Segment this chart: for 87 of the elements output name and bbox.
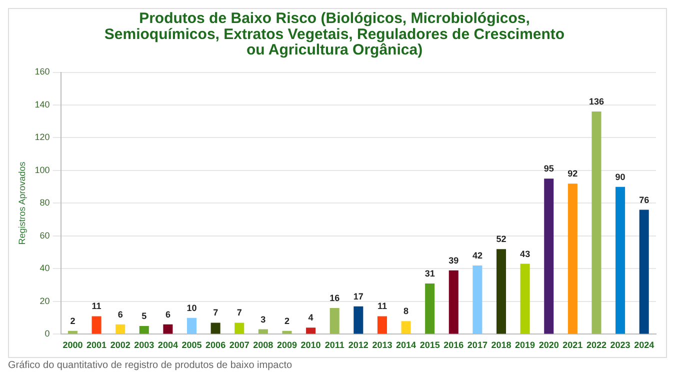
bar <box>401 321 411 334</box>
bar <box>616 186 626 334</box>
bar <box>282 330 292 334</box>
y-tick-label: 0 <box>44 328 50 339</box>
x-tick-label: 2016 <box>444 340 464 350</box>
x-tick-label: 2020 <box>538 340 559 350</box>
data-label: 31 <box>424 268 435 278</box>
data-label: 8 <box>404 306 409 316</box>
bar <box>330 308 340 334</box>
x-tick-label: 2021 <box>562 340 583 350</box>
x-tick-label: 2014 <box>396 340 416 350</box>
x-tick-label: 2012 <box>348 340 368 350</box>
data-label: 6 <box>118 309 123 320</box>
x-tick-label: 2008 <box>253 340 274 350</box>
bar <box>210 322 220 334</box>
data-label: 2 <box>284 316 290 326</box>
x-tick-label: 2002 <box>110 340 130 350</box>
data-label: 2 <box>70 316 76 326</box>
data-label: 42 <box>472 250 482 260</box>
x-tick-label: 2007 <box>229 340 250 350</box>
y-tick-label: 20 <box>40 296 50 306</box>
data-label: 7 <box>236 308 242 318</box>
x-tick-label: 2011 <box>324 340 344 350</box>
y-tick-label: 160 <box>34 66 50 77</box>
bar <box>592 112 602 334</box>
x-tick-label: 2015 <box>420 340 440 350</box>
data-label: 3 <box>260 314 266 324</box>
data-label: 10 <box>186 302 197 313</box>
x-tick-label: 2018 <box>491 340 512 350</box>
data-label: 5 <box>142 311 147 321</box>
bar <box>68 330 78 334</box>
data-label: 52 <box>496 234 506 244</box>
bar <box>234 322 244 334</box>
y-tick-label: 100 <box>34 164 50 175</box>
bar <box>425 283 435 334</box>
bar <box>472 265 482 334</box>
x-tick-label: 2009 <box>276 340 297 350</box>
x-tick-label: 2022 <box>586 340 606 350</box>
y-tick-label: 60 <box>40 230 50 240</box>
data-label: 11 <box>377 301 387 312</box>
x-tick-label: 2003 <box>134 340 154 350</box>
data-label: 17 <box>353 291 364 302</box>
data-label: 11 <box>92 301 102 312</box>
y-axis-title: Registros Aprovados <box>16 161 27 245</box>
x-tick-label: 2001 <box>86 340 107 350</box>
x-tick-label: 2010 <box>300 340 321 350</box>
bar <box>496 249 506 334</box>
bar <box>544 178 554 334</box>
x-tick-label: 2000 <box>62 340 83 350</box>
data-label: 6 <box>165 309 170 320</box>
x-tick-label: 2023 <box>610 340 630 350</box>
data-label: 76 <box>639 194 650 205</box>
y-tick-label: 80 <box>40 198 50 208</box>
bar <box>568 184 578 334</box>
bar <box>139 326 149 334</box>
data-label: 7 <box>213 308 218 318</box>
x-tick-label: 2004 <box>158 340 178 350</box>
data-label: 16 <box>330 292 340 303</box>
x-tick-label: 2005 <box>182 340 202 350</box>
x-tick-label: 2024 <box>634 340 654 350</box>
y-tick-label: 40 <box>40 263 50 274</box>
bar <box>92 316 102 334</box>
data-label: 90 <box>615 172 626 182</box>
bar <box>377 316 387 334</box>
bar <box>186 318 197 334</box>
data-label: 43 <box>520 248 530 259</box>
bar <box>258 329 268 334</box>
data-label: 39 <box>448 255 459 266</box>
bar <box>520 264 530 334</box>
x-tick-label: 2006 <box>206 340 226 350</box>
chart-title: Produtos de Baixo Risco (Biológicos, Microbiológicos, Semioquímicos, Extratos Vegetais, Reguladores de Crescimento ou Agricultura Orgânica) <box>104 10 565 59</box>
y-tick-label: 140 <box>34 99 50 110</box>
x-tick-label: 2019 <box>515 340 536 350</box>
y-tick-label: 120 <box>34 132 50 142</box>
data-label: 136 <box>588 96 604 107</box>
data-label: 92 <box>568 168 578 179</box>
bar <box>639 210 649 334</box>
bar <box>448 270 458 334</box>
bar <box>306 328 316 334</box>
data-label: 95 <box>544 164 554 174</box>
text: Gráfico do quantitativo de registro de produtos de baixo impacto <box>8 360 294 371</box>
bar <box>163 324 173 334</box>
x-tick-label: 2013 <box>372 340 392 350</box>
bar <box>354 306 364 334</box>
bar <box>116 324 126 334</box>
x-tick-label: 2017 <box>467 340 488 350</box>
data-label: 4 <box>308 312 314 323</box>
